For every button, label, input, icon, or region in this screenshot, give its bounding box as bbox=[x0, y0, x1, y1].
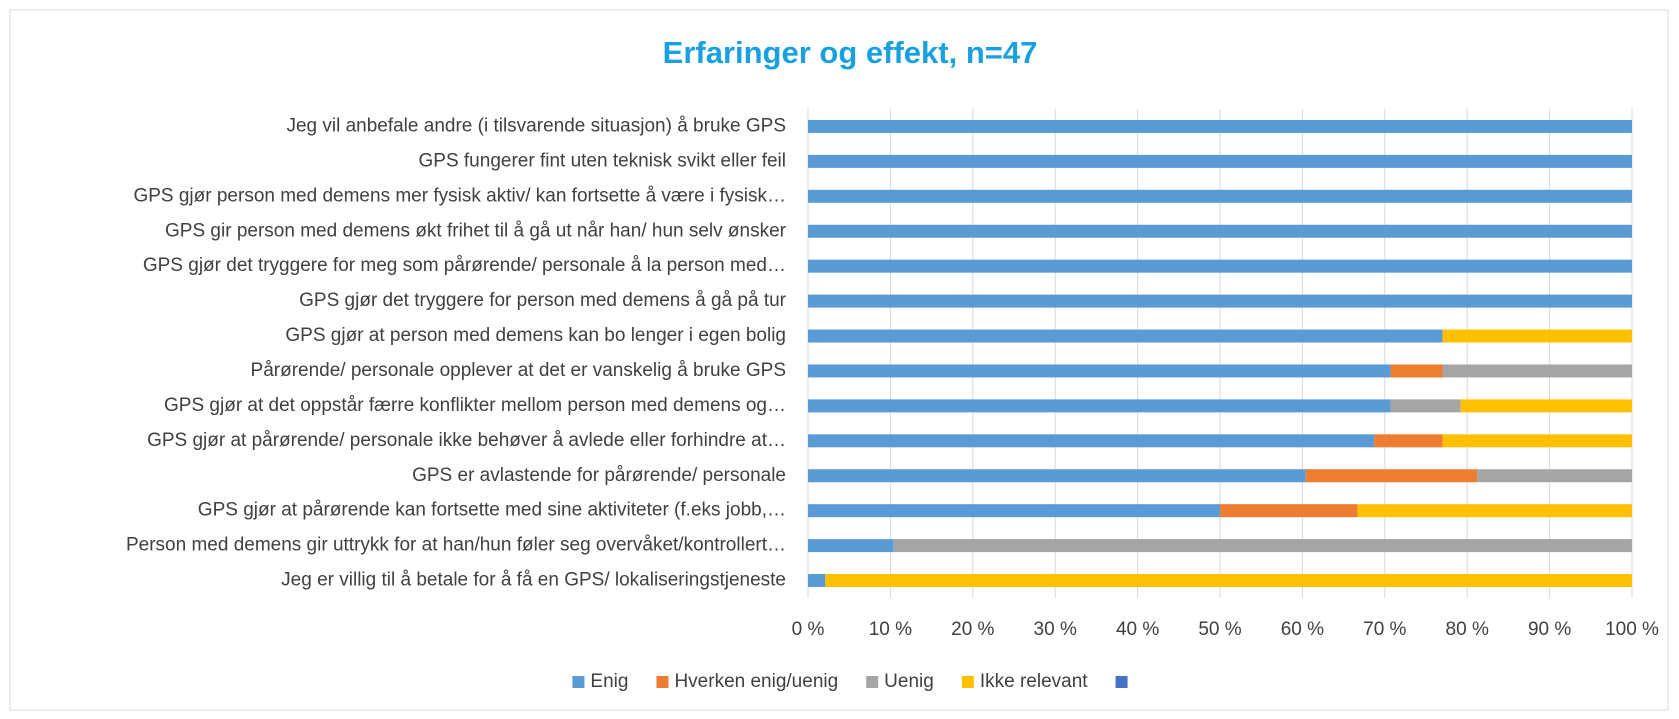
y-tick-label: Jeg er villig til å betale for å få en G… bbox=[281, 570, 786, 591]
bar-segment bbox=[1374, 434, 1443, 448]
bar-segment bbox=[808, 539, 894, 553]
bar-segment bbox=[1442, 329, 1632, 343]
y-tick-label: Pårørende/ personale opplever at det er … bbox=[251, 360, 786, 381]
x-tick-label: 40 % bbox=[1116, 619, 1159, 640]
bar-segment bbox=[808, 189, 1632, 203]
y-tick-label: Jeg vil anbefale andre (i tilsvarende si… bbox=[286, 115, 786, 136]
bar-segment bbox=[808, 504, 1220, 518]
bar-segment bbox=[1305, 469, 1478, 483]
legend-swatch bbox=[1115, 676, 1128, 688]
x-tick-label: 30 % bbox=[1034, 619, 1077, 640]
bar-segment bbox=[808, 399, 1391, 413]
bar-segment bbox=[808, 294, 1632, 308]
bar-segment bbox=[808, 574, 826, 588]
legend-swatch bbox=[656, 676, 669, 688]
bar-segment bbox=[808, 224, 1632, 238]
bar-segment bbox=[808, 469, 1306, 483]
bar-segment bbox=[1220, 504, 1358, 518]
legend-label: Enig bbox=[590, 671, 628, 692]
x-tick-label: 0 % bbox=[792, 619, 825, 640]
bar-segment bbox=[1357, 504, 1632, 518]
legend-label: Ikke relevant bbox=[980, 671, 1088, 692]
bar-segment bbox=[808, 329, 1443, 343]
x-tick-label: 50 % bbox=[1198, 619, 1241, 640]
legend-label: Hverken enig/uenig bbox=[674, 671, 838, 692]
x-tick-label: 100 % bbox=[1605, 619, 1659, 640]
y-tick-label: GPS gjør at det oppstår færre konflikter… bbox=[164, 395, 786, 416]
y-tick-label: GPS gjør at person med demens kan bo len… bbox=[285, 325, 786, 346]
y-tick-label: GPS gjør at pårørende/ personale ikke be… bbox=[147, 430, 786, 451]
bar-segment bbox=[1442, 434, 1632, 448]
bar-segment bbox=[825, 574, 1632, 588]
y-tick-label: Person med demens gir uttrykk for at han… bbox=[126, 535, 786, 556]
y-tick-label: GPS gir person med demens økt frihet til… bbox=[165, 220, 787, 241]
bar-segment bbox=[1390, 364, 1443, 378]
x-tick-label: 20 % bbox=[951, 619, 994, 640]
y-tick-label: GPS er avlastende for pårørende/ persona… bbox=[412, 465, 786, 486]
bar-segment bbox=[808, 119, 1632, 133]
bar-segment bbox=[808, 364, 1391, 378]
legend-swatch bbox=[961, 676, 974, 688]
x-tick-label: 90 % bbox=[1528, 619, 1571, 640]
bar-segment bbox=[1390, 399, 1461, 413]
bar-segment bbox=[808, 259, 1632, 273]
legend-swatch bbox=[866, 676, 879, 688]
y-tick-label: GPS gjør det tryggere for meg som pårøre… bbox=[143, 255, 786, 276]
y-tick-label: GPS gjør at pårørende kan fortsette med … bbox=[198, 500, 786, 521]
bar-segment bbox=[1477, 469, 1632, 483]
legend-swatch bbox=[572, 676, 585, 688]
legend-label: Uenig bbox=[884, 671, 934, 692]
y-tick-label: GPS fungerer fint uten teknisk svikt ell… bbox=[419, 150, 787, 171]
y-tick-label: GPS gjør person med demens mer fysisk ak… bbox=[133, 185, 786, 206]
x-tick-label: 10 % bbox=[869, 619, 912, 640]
x-tick-label: 70 % bbox=[1363, 619, 1406, 640]
y-tick-label: GPS gjør det tryggere for person med dem… bbox=[299, 290, 787, 311]
bar-segment bbox=[808, 154, 1632, 168]
bar-segment bbox=[1460, 399, 1632, 413]
bar-segment bbox=[1442, 364, 1632, 378]
x-tick-label: 80 % bbox=[1446, 619, 1489, 640]
bar-segment bbox=[893, 539, 1632, 553]
x-tick-label: 60 % bbox=[1281, 619, 1324, 640]
bar-segment bbox=[808, 434, 1375, 448]
chart-title: Erfaringer og effekt, n=47 bbox=[663, 35, 1038, 70]
